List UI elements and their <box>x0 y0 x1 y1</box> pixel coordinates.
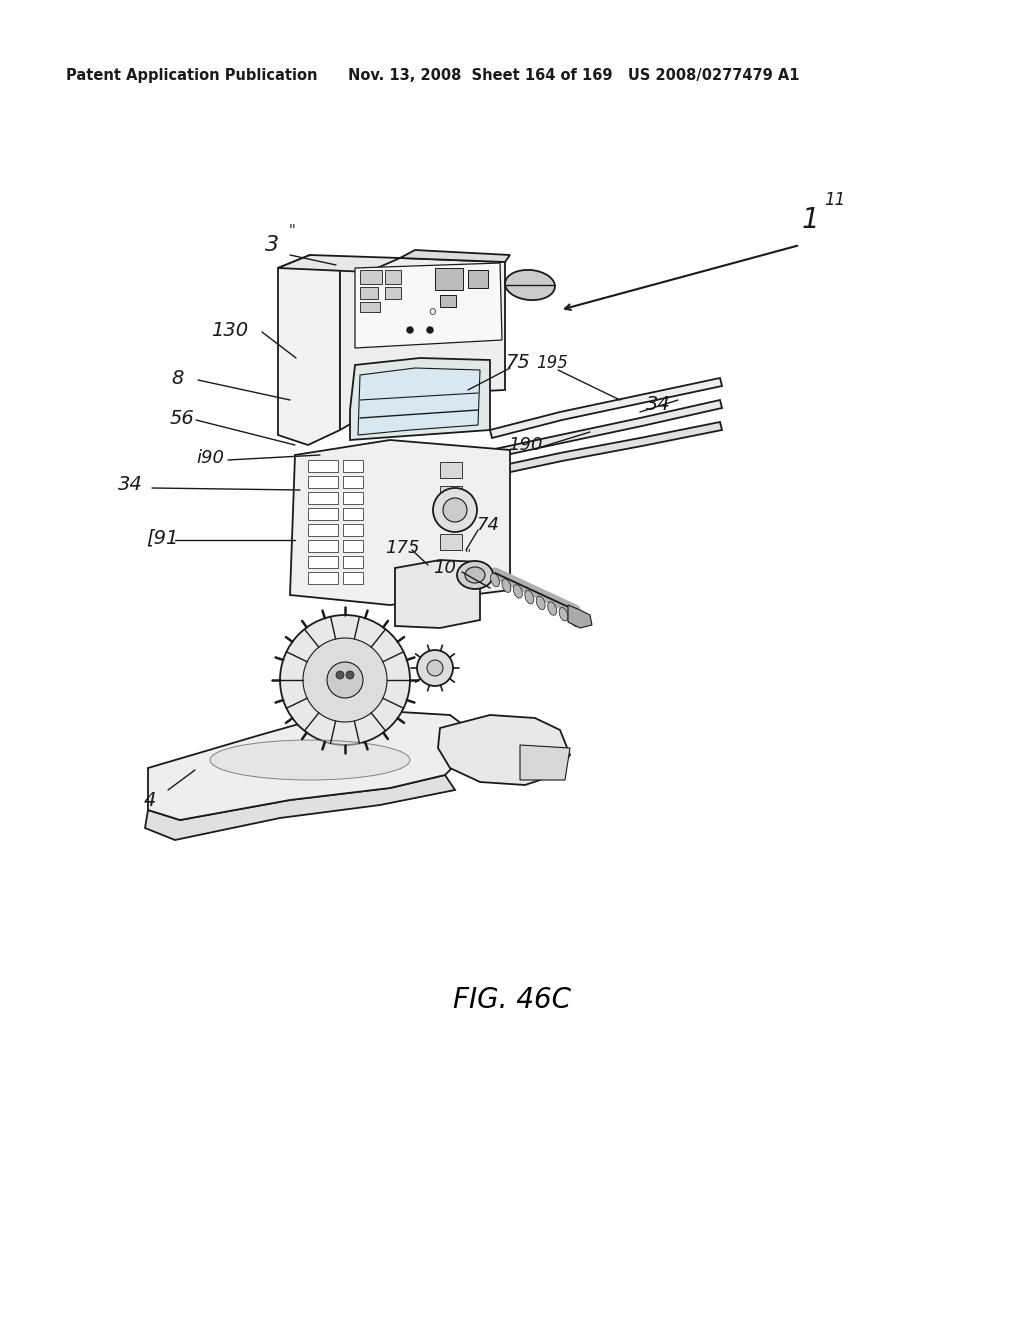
Polygon shape <box>490 422 722 477</box>
Bar <box>308 572 338 583</box>
Bar <box>435 268 463 290</box>
Bar <box>360 302 380 312</box>
Text: 1: 1 <box>801 206 819 234</box>
Bar <box>385 286 401 300</box>
Ellipse shape <box>502 579 511 593</box>
Ellipse shape <box>548 602 557 615</box>
Bar <box>343 556 362 568</box>
Circle shape <box>303 638 387 722</box>
Ellipse shape <box>559 607 568 620</box>
Circle shape <box>336 671 344 678</box>
Polygon shape <box>278 255 400 272</box>
Polygon shape <box>520 744 570 780</box>
Polygon shape <box>290 440 510 605</box>
Polygon shape <box>340 257 505 430</box>
Bar <box>360 271 382 284</box>
Polygon shape <box>145 775 455 840</box>
Polygon shape <box>358 368 480 436</box>
Circle shape <box>443 498 467 521</box>
Bar <box>440 510 462 525</box>
Polygon shape <box>490 378 722 438</box>
Circle shape <box>427 327 433 333</box>
Circle shape <box>327 663 362 698</box>
Text: FIG. 46C: FIG. 46C <box>453 986 571 1014</box>
Polygon shape <box>568 605 592 628</box>
Bar <box>308 508 338 520</box>
Text: 4: 4 <box>143 791 157 809</box>
Circle shape <box>407 327 413 333</box>
Polygon shape <box>490 400 722 458</box>
Text: 74: 74 <box>476 516 500 535</box>
Bar <box>308 540 338 552</box>
Bar <box>468 271 488 288</box>
Text: 10: 10 <box>433 558 457 577</box>
Text: 175: 175 <box>385 539 419 557</box>
Ellipse shape <box>525 590 534 603</box>
Bar <box>385 271 401 284</box>
Polygon shape <box>395 560 480 628</box>
Polygon shape <box>278 255 340 445</box>
Ellipse shape <box>465 568 485 583</box>
Text: '': '' <box>465 549 471 561</box>
Circle shape <box>433 488 477 532</box>
Text: 11: 11 <box>824 191 846 209</box>
Circle shape <box>346 671 354 678</box>
Circle shape <box>280 615 410 744</box>
Ellipse shape <box>505 269 555 300</box>
Bar <box>308 477 338 488</box>
Circle shape <box>427 660 443 676</box>
Bar <box>343 508 362 520</box>
Bar <box>308 556 338 568</box>
Text: [91: [91 <box>145 528 178 548</box>
Text: 3: 3 <box>265 235 280 255</box>
Text: 130: 130 <box>211 321 249 339</box>
Text: Nov. 13, 2008  Sheet 164 of 169   US 2008/0277479 A1: Nov. 13, 2008 Sheet 164 of 169 US 2008/0… <box>348 69 800 83</box>
Bar <box>440 294 456 308</box>
Bar <box>440 535 462 550</box>
Bar <box>308 524 338 536</box>
Text: o: o <box>428 305 436 318</box>
Bar <box>308 492 338 504</box>
Polygon shape <box>400 249 510 261</box>
Bar <box>343 572 362 583</box>
Text: 56: 56 <box>170 408 195 428</box>
Bar <box>360 286 378 300</box>
Polygon shape <box>355 263 502 348</box>
Circle shape <box>417 649 453 686</box>
Bar <box>343 540 362 552</box>
Text: 34: 34 <box>118 475 142 495</box>
Ellipse shape <box>537 597 545 610</box>
Bar <box>308 459 338 473</box>
Text: 190: 190 <box>508 436 543 454</box>
Ellipse shape <box>513 585 522 598</box>
Polygon shape <box>350 358 490 440</box>
Text: 195: 195 <box>536 354 568 372</box>
Bar <box>440 486 462 502</box>
Text: '': '' <box>288 223 296 238</box>
Bar <box>343 459 362 473</box>
Polygon shape <box>148 711 470 820</box>
Text: 75: 75 <box>506 352 530 371</box>
Bar <box>343 524 362 536</box>
Polygon shape <box>438 715 570 785</box>
Text: Patent Application Publication: Patent Application Publication <box>66 69 317 83</box>
Bar <box>440 462 462 478</box>
Bar <box>343 492 362 504</box>
Ellipse shape <box>457 561 493 589</box>
Ellipse shape <box>210 741 410 780</box>
Text: i90: i90 <box>196 449 224 467</box>
Ellipse shape <box>490 573 500 586</box>
Text: 8: 8 <box>172 368 184 388</box>
Ellipse shape <box>570 614 580 627</box>
Bar <box>343 477 362 488</box>
Text: 34: 34 <box>645 396 671 414</box>
